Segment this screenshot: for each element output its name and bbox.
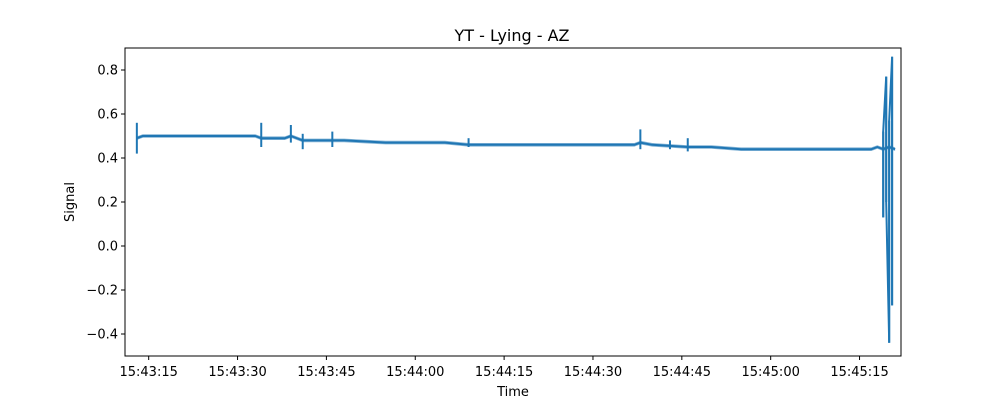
- x-tick-label: 15:44:15: [475, 365, 533, 380]
- y-axis: −0.4 −0.2 0.0 0.2 0.4 0.6 0.8: [86, 64, 125, 343]
- x-axis-title: Time: [496, 385, 529, 400]
- x-tick-label: 15:43:15: [119, 365, 177, 380]
- series-layer: [135, 56, 896, 343]
- y-tick-label: −0.2: [86, 284, 118, 299]
- y-tick-label: 0.8: [97, 64, 118, 79]
- x-tick-label: 15:43:30: [208, 365, 266, 380]
- series-tail-oscillation: [882, 56, 894, 343]
- axes-frame: [124, 47, 902, 357]
- x-tick-label: 15:44:30: [564, 365, 622, 380]
- x-tick-label: 15:45:15: [830, 365, 888, 380]
- chart-title: YT - Lying - AZ: [454, 26, 570, 45]
- y-tick-label: 0.4: [97, 152, 118, 167]
- y-tick-label: 0.6: [97, 108, 118, 123]
- series-noise-band: [136, 134, 896, 151]
- y-axis-title: Signal: [63, 182, 78, 222]
- x-tick-label: 15:43:45: [297, 365, 355, 380]
- x-axis: 15:43:15 15:43:30 15:43:45 15:44:00 15:44:15…: [119, 356, 889, 380]
- x-tick-label: 15:44:45: [653, 365, 711, 380]
- y-tick-label: 0.2: [97, 196, 118, 211]
- x-tick-label: 15:44:00: [386, 365, 444, 380]
- x-tick-label: 15:45:00: [741, 365, 799, 380]
- y-tick-label: −0.4: [86, 328, 118, 343]
- y-tick-label: 0.0: [97, 240, 118, 255]
